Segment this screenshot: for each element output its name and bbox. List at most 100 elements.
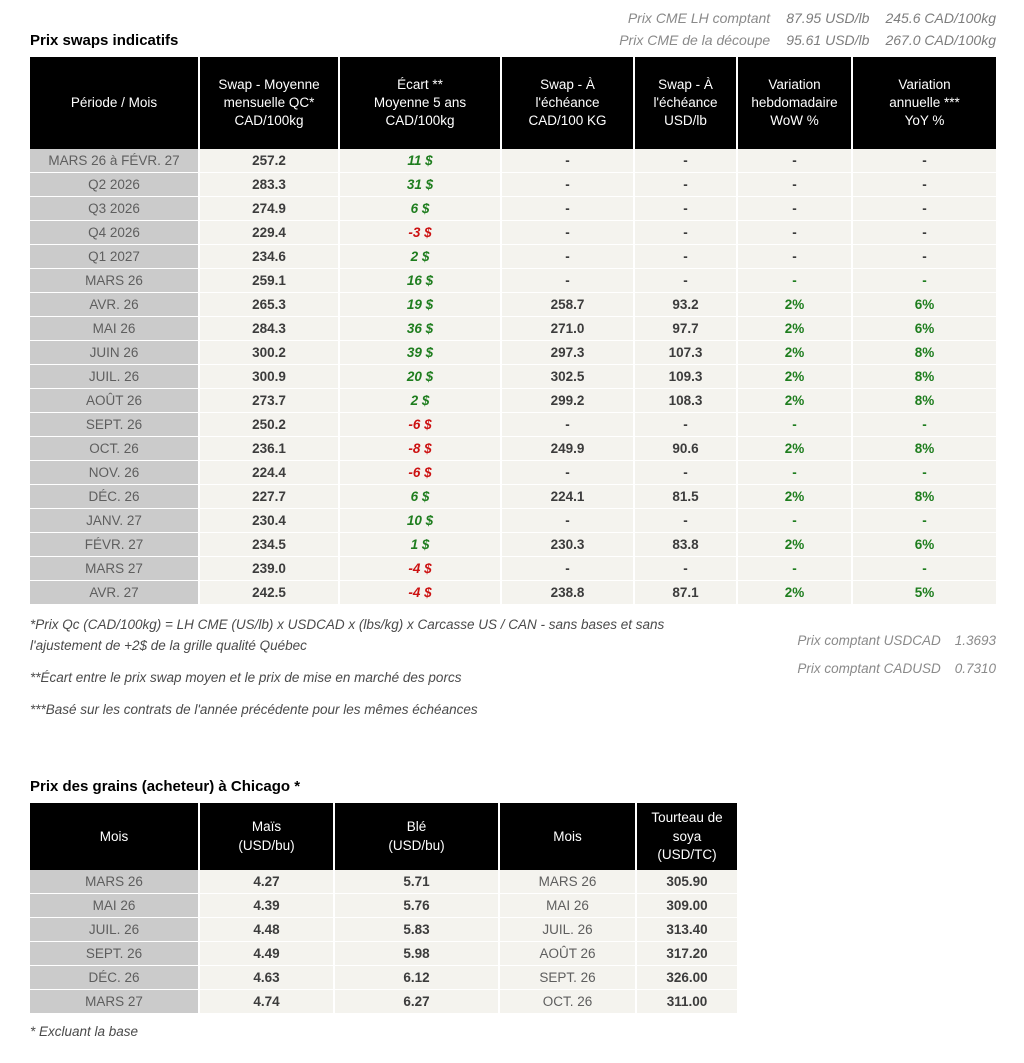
cme-cutout-usd-value: 95.61 USD/lb bbox=[786, 31, 870, 48]
wow-cell: 2% bbox=[738, 533, 853, 558]
swap-echeance-cad-cell: - bbox=[502, 149, 635, 174]
mois-soya-cell: MARS 26 bbox=[500, 870, 637, 895]
swap-qc-cell: 265.3 bbox=[200, 293, 340, 318]
swap-echeance-usd-cell: 107.3 bbox=[635, 341, 738, 366]
grains-header-row: Mois Maïs (USD/bu) Blé (USD/bu) Mois Tou… bbox=[30, 803, 737, 871]
yoy-cell: - bbox=[853, 221, 996, 246]
ecart-cell: 10 $ bbox=[340, 509, 502, 534]
fx-usdcad-label: Prix comptant USDCAD bbox=[797, 633, 941, 649]
grains-table: Mois Maïs (USD/bu) Blé (USD/bu) Mois Tou… bbox=[30, 803, 737, 1015]
swap-qc-cell: 257.2 bbox=[200, 149, 340, 174]
swap-echeance-usd-cell: 90.6 bbox=[635, 437, 738, 462]
swap-qc-cell: 239.0 bbox=[200, 557, 340, 582]
col-header-variation-wow: Variation hebdomadaire WoW % bbox=[738, 57, 853, 150]
swap-qc-cell: 283.3 bbox=[200, 173, 340, 198]
yoy-cell: 8% bbox=[853, 485, 996, 510]
table-row: SEPT. 26 250.2 -6 $ - - - - bbox=[30, 413, 996, 438]
col-header-swap-echeance-usd: Swap - À l'échéance USD/lb bbox=[635, 57, 738, 150]
wow-cell: 2% bbox=[738, 389, 853, 414]
period-cell: MARS 26 à FÉVR. 27 bbox=[30, 149, 200, 174]
swap-echeance-usd-cell: 81.5 bbox=[635, 485, 738, 510]
ecart-cell: 2 $ bbox=[340, 389, 502, 414]
mois-soya-cell: OCT. 26 bbox=[500, 990, 637, 1015]
footnote-yoy-basis: ***Basé sur les contrats de l'année préc… bbox=[30, 702, 478, 718]
swap-echeance-cad-cell: 299.2 bbox=[502, 389, 635, 414]
table-row: JUIL. 26 300.9 20 $302.5 109.3 2% 8% bbox=[30, 365, 996, 390]
swap-echeance-usd-cell: - bbox=[635, 173, 738, 198]
swap-qc-cell: 300.9 bbox=[200, 365, 340, 390]
soya-cell: 326.00 bbox=[637, 966, 737, 991]
soya-cell: 305.90 bbox=[637, 870, 737, 895]
swap-echeance-cad-cell: - bbox=[502, 509, 635, 534]
table-row: DÉC. 26 227.7 6 $224.1 81.5 2% 8% bbox=[30, 485, 996, 510]
ecart-cell: -8 $ bbox=[340, 437, 502, 462]
yoy-cell: 8% bbox=[853, 437, 996, 462]
swap-echeance-usd-cell: 83.8 bbox=[635, 533, 738, 558]
cme-cutout-label: Prix CME de la découpe bbox=[619, 31, 771, 48]
mois-soya-cell: SEPT. 26 bbox=[500, 966, 637, 991]
period-cell: OCT. 26 bbox=[30, 437, 200, 462]
swap-echeance-usd-cell: 93.2 bbox=[635, 293, 738, 318]
wow-cell: - bbox=[738, 557, 853, 582]
ecart-cell: 6 $ bbox=[340, 485, 502, 510]
col-header-mais: Maïs (USD/bu) bbox=[200, 803, 335, 871]
mais-cell: 4.48 bbox=[200, 918, 335, 943]
cme-lh-spot-line: Prix CME LH comptant 87.95 USD/lb 245.6 CA… bbox=[619, 8, 996, 30]
yoy-cell: - bbox=[853, 413, 996, 438]
yoy-cell: - bbox=[853, 509, 996, 534]
swap-qc-cell: 300.2 bbox=[200, 341, 340, 366]
swap-echeance-cad-cell: 249.9 bbox=[502, 437, 635, 462]
soya-cell: 313.40 bbox=[637, 918, 737, 943]
mois-cell: MARS 27 bbox=[30, 990, 200, 1015]
mais-cell: 4.39 bbox=[200, 894, 335, 919]
yoy-cell: - bbox=[853, 461, 996, 486]
table-row: AOÛT 26 273.7 2 $299.2 108.3 2% 8% bbox=[30, 389, 996, 414]
period-cell: MARS 27 bbox=[30, 557, 200, 582]
period-cell: MARS 26 bbox=[30, 269, 200, 294]
ecart-cell: -4 $ bbox=[340, 581, 502, 606]
ble-cell: 5.83 bbox=[335, 918, 500, 943]
table-row: MARS 26 4.27 5.71 MARS 26 305.90 bbox=[30, 870, 737, 895]
swap-echeance-usd-cell: - bbox=[635, 461, 738, 486]
mois-cell: MAI 26 bbox=[30, 894, 200, 919]
footnote-ecart: **Écart entre le prix swap moyen et le p… bbox=[30, 669, 462, 685]
mois-cell: MARS 26 bbox=[30, 870, 200, 895]
wow-cell: 2% bbox=[738, 365, 853, 390]
col-header-swap-moyenne-qc: Swap - Moyenne mensuelle QC* CAD/100kg bbox=[200, 57, 340, 150]
period-cell: JUIN 26 bbox=[30, 341, 200, 366]
swap-qc-cell: 250.2 bbox=[200, 413, 340, 438]
grains-table-body: MARS 26 4.27 5.71 MARS 26 305.90 MAI 26 4.39 5.… bbox=[30, 870, 737, 1015]
period-cell: Q2 2026 bbox=[30, 173, 200, 198]
swap-echeance-usd-cell: - bbox=[635, 149, 738, 174]
mais-cell: 4.63 bbox=[200, 966, 335, 991]
swap-echeance-cad-cell: 230.3 bbox=[502, 533, 635, 558]
wow-cell: 2% bbox=[738, 581, 853, 606]
ecart-cell: 11 $ bbox=[340, 149, 502, 174]
swap-qc-cell: 230.4 bbox=[200, 509, 340, 534]
swap-echeance-cad-cell: 302.5 bbox=[502, 365, 635, 390]
ecart-cell: 6 $ bbox=[340, 197, 502, 222]
page-header: Prix swaps indicatifs Prix CME LH compta… bbox=[30, 8, 996, 51]
wow-cell: 2% bbox=[738, 485, 853, 510]
fx-usdcad-value: 1.3693 bbox=[954, 633, 996, 649]
wow-cell: 2% bbox=[738, 341, 853, 366]
period-cell: AOÛT 26 bbox=[30, 389, 200, 414]
ble-cell: 5.71 bbox=[335, 870, 500, 895]
fx-spot-rates: Prix comptant USDCAD 1.3693 Prix comptant… bbox=[797, 615, 996, 732]
footnote-prix-qc: *Prix Qc (CAD/100kg) = LH CME (US/lb) x … bbox=[30, 617, 665, 653]
footnotes-left: *Prix Qc (CAD/100kg) = LH CME (US/lb) x … bbox=[30, 615, 680, 732]
table-row: MARS 27 239.0 -4 $ - - - - bbox=[30, 557, 996, 582]
swap-echeance-cad-cell: - bbox=[502, 413, 635, 438]
table-row: MAI 26 4.39 5.76 MAI 26 309.00 bbox=[30, 894, 737, 919]
ecart-cell: 2 $ bbox=[340, 245, 502, 270]
swaps-table-head: Période / Mois Swap - Moyenne mensuelle … bbox=[30, 57, 996, 150]
grains-table-head: Mois Maïs (USD/bu) Blé (USD/bu) Mois Tou… bbox=[30, 803, 737, 871]
wow-cell: - bbox=[738, 461, 853, 486]
cme-lh-label: Prix CME LH comptant bbox=[627, 10, 771, 26]
wow-cell: - bbox=[738, 509, 853, 534]
swap-qc-cell: 234.6 bbox=[200, 245, 340, 270]
swap-echeance-usd-cell: 109.3 bbox=[635, 365, 738, 390]
swap-qc-cell: 273.7 bbox=[200, 389, 340, 414]
yoy-cell: 8% bbox=[853, 365, 996, 390]
